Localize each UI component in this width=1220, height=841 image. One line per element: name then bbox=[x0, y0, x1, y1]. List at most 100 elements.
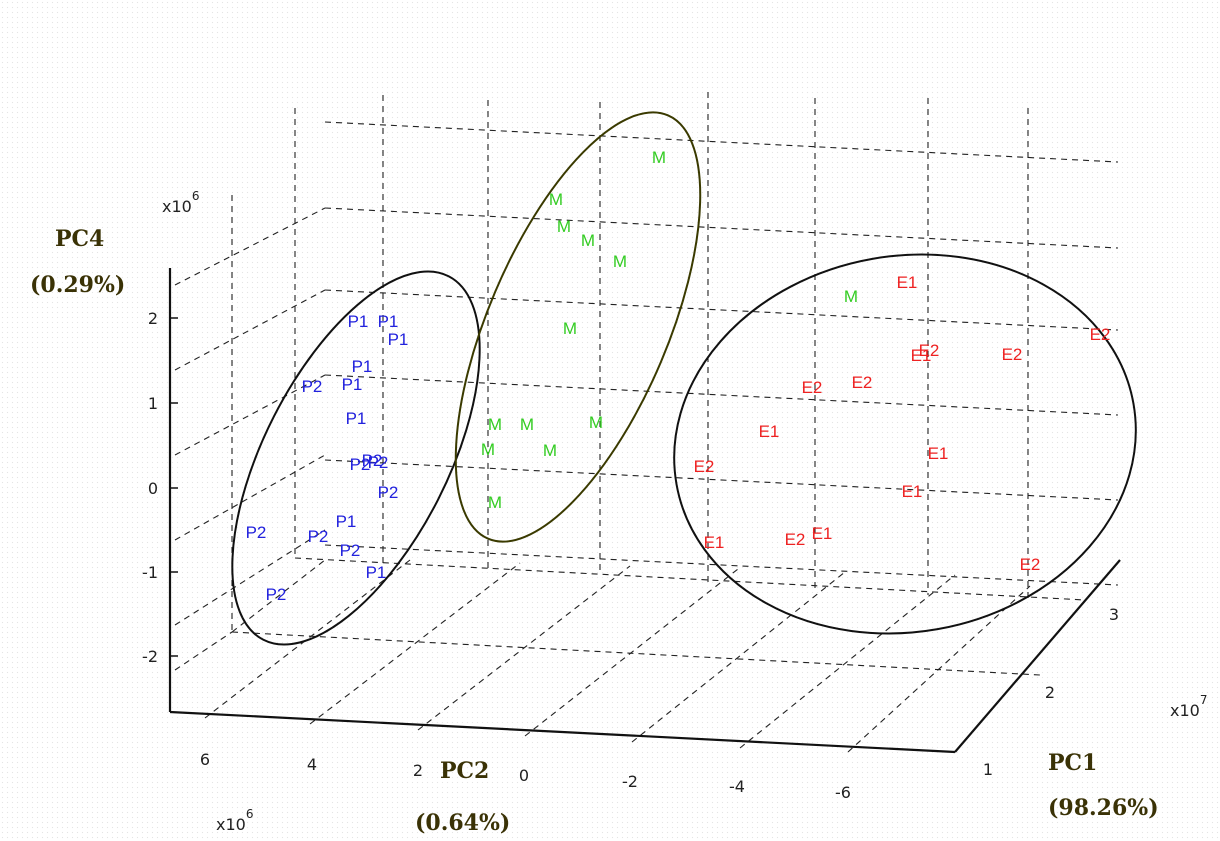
point-p2: P2 bbox=[266, 585, 287, 604]
point-m: M bbox=[488, 493, 502, 512]
point-e2: E2 bbox=[0, 0, 10, 4]
point-p1: P1 bbox=[348, 312, 369, 331]
point-e1: E1 bbox=[704, 533, 725, 552]
grid-line-2 bbox=[324, 289, 1119, 331]
z-tick-label: -2 bbox=[142, 647, 158, 666]
grid-line-4 bbox=[324, 459, 1119, 501]
point-e2: E2 bbox=[852, 373, 873, 392]
grid-line-17 bbox=[231, 559, 326, 633]
z-axis-title: PC4 bbox=[55, 226, 104, 252]
point-e2: E2 bbox=[785, 530, 806, 549]
grid-line-20 bbox=[174, 454, 326, 541]
point-e2: E2 bbox=[694, 457, 715, 476]
grid-line-5 bbox=[324, 544, 1119, 586]
point-e2: E2 bbox=[1002, 345, 1023, 364]
point-m: M bbox=[557, 217, 571, 236]
y-axis-line bbox=[954, 559, 1121, 753]
point-m: M bbox=[549, 190, 563, 209]
point-e2: E2 bbox=[1090, 325, 1111, 344]
x-tick-label: 3 bbox=[1109, 605, 1119, 624]
axis-titles: PC4 (0.29%) PC2 (0.64%) PC1 (98.26%) bbox=[30, 226, 1159, 836]
point-p1: P1 bbox=[352, 357, 373, 376]
point-p2: P2 bbox=[362, 451, 383, 470]
grid-line-23 bbox=[174, 207, 326, 286]
scale-multipliers: x106 x106 x107 bbox=[162, 189, 1207, 834]
cluster-ellipse-e bbox=[673, 253, 1137, 635]
y-tick-label: -4 bbox=[729, 777, 745, 796]
point-e1: E1 bbox=[812, 524, 833, 543]
point-e1: E1 bbox=[911, 346, 932, 365]
y-multiplier-exp: 6 bbox=[246, 807, 254, 821]
y-ticks: 6 4 2 0 -2 -4 -6 bbox=[200, 750, 851, 802]
y-tick-label: 2 bbox=[413, 761, 423, 780]
point-p2: P2 bbox=[302, 377, 323, 396]
y-multiplier: x106 bbox=[216, 807, 253, 834]
x-axis-line bbox=[169, 710, 956, 754]
grid-line-29 bbox=[739, 574, 956, 749]
point-p2: P2 bbox=[378, 483, 399, 502]
point-p1: P1 bbox=[342, 375, 363, 394]
grid-line-3 bbox=[324, 374, 1119, 416]
z-axis-variance: (0.29%) bbox=[30, 272, 125, 298]
point-m: M bbox=[563, 319, 577, 338]
grid-line-28 bbox=[631, 571, 846, 743]
point-e1: E1 bbox=[902, 482, 923, 501]
grid-line-0 bbox=[324, 121, 1119, 163]
y-tick-label: 0 bbox=[519, 766, 529, 785]
y-tick-label: -6 bbox=[835, 783, 851, 802]
grid-line-14 bbox=[294, 557, 1086, 601]
point-e1: E1 bbox=[759, 422, 780, 441]
point-p1: P1 bbox=[366, 563, 387, 582]
point-p1: P1 bbox=[346, 409, 367, 428]
point-p2: P2 bbox=[368, 453, 389, 472]
point-m: M bbox=[481, 440, 495, 459]
point-m: M bbox=[488, 415, 502, 434]
point-m: M bbox=[652, 148, 666, 167]
point-e1: E1 bbox=[897, 273, 918, 292]
grid-line-22 bbox=[174, 289, 326, 371]
z-multiplier: x106 bbox=[162, 189, 199, 216]
point-m: M bbox=[589, 413, 603, 432]
point-e2: E2 bbox=[919, 341, 940, 360]
z-multiplier-base: x10 bbox=[162, 197, 192, 216]
point-p2: P2 bbox=[340, 541, 361, 560]
grid-line-24 bbox=[204, 559, 411, 719]
x-axis-variance: (98.26%) bbox=[1048, 795, 1159, 821]
z-tick-label: -1 bbox=[142, 563, 158, 582]
point-m: M bbox=[844, 287, 858, 306]
x-axis-title: PC1 bbox=[1048, 750, 1097, 776]
y-axis-title: PC2 bbox=[440, 758, 489, 784]
x-ticks: 1 2 3 bbox=[983, 605, 1119, 779]
grid-line-26 bbox=[417, 565, 631, 731]
z-ticks: 2 1 0 -1 -2 bbox=[142, 309, 178, 666]
y-tick-label: 6 bbox=[200, 750, 210, 769]
cluster-ellipse-m bbox=[454, 111, 702, 543]
x-tick-label: 2 bbox=[1045, 683, 1055, 702]
grid-line-19 bbox=[174, 529, 326, 626]
grid-line-25 bbox=[309, 562, 521, 725]
point-m: M bbox=[543, 441, 557, 460]
y-tick-label: -2 bbox=[622, 772, 638, 791]
x-multiplier: x107 bbox=[1170, 693, 1207, 720]
point-e2: E2 bbox=[802, 378, 823, 397]
x-tick-label: 1 bbox=[983, 760, 993, 779]
z-multiplier-exp: 6 bbox=[192, 189, 200, 203]
point-m: M bbox=[581, 231, 595, 250]
cluster-ellipses bbox=[231, 111, 1137, 646]
point-p2: P2 bbox=[246, 523, 267, 542]
grid-line-18 bbox=[174, 631, 233, 671]
point-e2: E2 bbox=[1020, 555, 1041, 574]
grid-line-15 bbox=[231, 631, 1041, 676]
point-p2: P2 bbox=[308, 527, 329, 546]
z-tick-label: 0 bbox=[148, 479, 158, 498]
grid-lines bbox=[174, 92, 1119, 753]
x-multiplier-exp: 7 bbox=[1200, 693, 1208, 707]
x-multiplier-base: x10 bbox=[1170, 701, 1200, 720]
point-p1: P1 bbox=[336, 512, 357, 531]
axes bbox=[168, 268, 1121, 754]
point-e1: E1 bbox=[928, 444, 949, 463]
y-multiplier-base: x10 bbox=[216, 815, 246, 834]
point-m: M bbox=[520, 415, 534, 434]
